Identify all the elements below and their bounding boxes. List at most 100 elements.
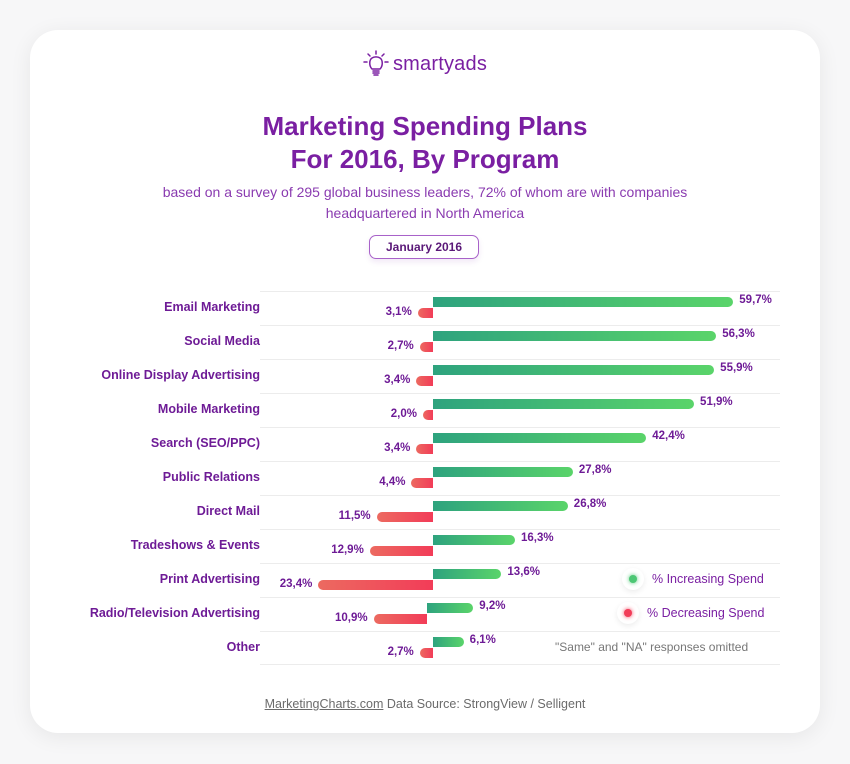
decreasing-bar	[369, 546, 433, 556]
decreasing-value: 3,4%	[384, 442, 411, 454]
chart-row: Other 6,1% 2,7%	[0, 631, 850, 665]
legend-decreasing: % Decreasing Spend	[617, 602, 764, 624]
category-label: Direct Mail	[196, 504, 260, 518]
bar-chart: Email Marketing 59,7% 3,1% Social Media 56,3…	[0, 291, 850, 665]
gridline	[260, 597, 780, 598]
legend-dot-wrap	[622, 568, 644, 590]
red-dot-icon	[624, 609, 632, 617]
increasing-bar	[433, 365, 715, 375]
green-dot-icon	[629, 575, 637, 583]
decreasing-value: 23,4%	[279, 578, 313, 590]
category-label: Other	[226, 640, 260, 654]
chart-row: Email Marketing 59,7% 3,1%	[0, 291, 850, 325]
chart-row: Tradeshows & Events 16,3% 12,9%	[0, 529, 850, 563]
chart-row: Online Display Advertising 55,9% 3,4%	[0, 359, 850, 393]
increasing-bar	[433, 569, 502, 579]
increasing-value: 59,7%	[739, 294, 772, 306]
increasing-value: 27,8%	[578, 464, 612, 476]
gridline	[260, 427, 780, 428]
category-label: Email Marketing	[164, 300, 260, 314]
chart-subtitle: based on a survey of 295 global business…	[100, 182, 750, 224]
category-label: Radio/Television Advertising	[89, 606, 260, 620]
chart-row: Direct Mail 26,8% 11,5%	[0, 495, 850, 529]
subtitle-line-2: headquartered in North America	[325, 205, 525, 221]
decreasing-bar	[373, 614, 427, 624]
gridline	[260, 664, 780, 665]
increasing-bar	[433, 535, 515, 545]
increasing-bar	[433, 433, 647, 443]
increasing-bar	[433, 331, 717, 341]
decreasing-value: 4,4%	[379, 476, 406, 488]
chart-row: Search (SEO/PPC) 42,4% 3,4%	[0, 427, 850, 461]
date-badge: January 2016	[369, 235, 479, 259]
category-label: Online Display Advertising	[101, 368, 260, 382]
increasing-value: 51,9%	[700, 396, 733, 408]
increasing-value: 26,8%	[573, 498, 607, 510]
gridline	[260, 631, 780, 632]
gridline	[260, 393, 780, 394]
decreasing-bar	[318, 580, 433, 590]
category-label: Tradeshows & Events	[130, 538, 260, 552]
marketingcharts-link[interactable]: MarketingCharts.com	[264, 697, 384, 711]
title-line-2: For 2016, By Program	[290, 144, 560, 174]
decreasing-bar	[423, 410, 433, 420]
decreasing-bar	[376, 512, 433, 522]
gridline	[260, 461, 780, 462]
category-label: Social Media	[184, 334, 260, 348]
increasing-value: 6,1%	[469, 634, 496, 646]
increasing-bar	[433, 467, 573, 477]
decreasing-value: 3,1%	[385, 306, 412, 318]
decreasing-value: 12,9%	[331, 544, 364, 556]
logo-text: smartyads	[392, 52, 488, 75]
decreasing-bar	[419, 342, 433, 352]
increasing-bar	[433, 501, 568, 511]
gridline	[260, 529, 780, 530]
chart-row: Radio/Television Advertising 9,2% 10,9%	[0, 597, 850, 631]
legend-increasing: % Increasing Spend	[622, 568, 764, 590]
decreasing-value: 10,9%	[334, 612, 368, 624]
chart-row: Public Relations 27,8% 4,4%	[0, 461, 850, 495]
decreasing-value: 2,7%	[387, 646, 414, 658]
category-label: Print Advertising	[159, 572, 260, 586]
increasing-value: 56,3%	[722, 328, 755, 340]
lightbulb-icon	[363, 50, 389, 76]
category-label: Mobile Marketing	[157, 402, 260, 416]
gridline	[260, 325, 780, 326]
legend-increasing-label: % Increasing Spend	[652, 572, 764, 586]
decreasing-bar	[416, 444, 433, 454]
decreasing-bar	[417, 308, 433, 318]
increasing-bar	[433, 399, 695, 409]
omitted-note: "Same" and "NA" responses omitted	[555, 640, 749, 654]
chart-title: Marketing Spending Plans For 2016, By Pr…	[0, 110, 850, 176]
increasing-bar	[433, 297, 734, 307]
footer: MarketingCharts.com Data Source: StrongV…	[0, 697, 850, 711]
increasing-value: 9,2%	[479, 600, 506, 612]
chart-row: Social Media 56,3% 2,7%	[0, 325, 850, 359]
decreasing-value: 3,4%	[384, 374, 411, 386]
category-label: Public Relations	[162, 470, 260, 484]
increasing-value: 13,6%	[507, 566, 541, 578]
decreasing-bar	[419, 648, 433, 658]
chart-row: Print Advertising 13,6% 23,4%	[0, 563, 850, 597]
category-label: Search (SEO/PPC)	[150, 436, 260, 450]
data-source-text: Data Source: StrongView / Selligent	[383, 697, 586, 711]
increasing-bar	[427, 603, 474, 613]
decreasing-value: 2,7%	[387, 340, 414, 352]
decreasing-value: 2,0%	[390, 408, 417, 420]
gridline	[260, 359, 780, 360]
decreasing-value: 11,5%	[338, 510, 371, 522]
decreasing-bar	[416, 376, 433, 386]
increasing-value: 16,3%	[520, 532, 554, 544]
gridline	[260, 495, 780, 496]
decreasing-bar	[411, 478, 433, 488]
increasing-value: 42,4%	[652, 430, 685, 442]
legend-dot-wrap	[617, 602, 639, 624]
gridline	[260, 563, 780, 564]
gridline	[260, 291, 780, 292]
title-line-1: Marketing Spending Plans	[262, 111, 588, 141]
increasing-value: 55,9%	[720, 362, 753, 374]
logo: smartyads	[0, 50, 850, 78]
chart-row: Mobile Marketing 51,9% 2,0%	[0, 393, 850, 427]
increasing-bar	[433, 637, 464, 647]
subtitle-line-1: based on a survey of 295 global business…	[162, 184, 688, 200]
